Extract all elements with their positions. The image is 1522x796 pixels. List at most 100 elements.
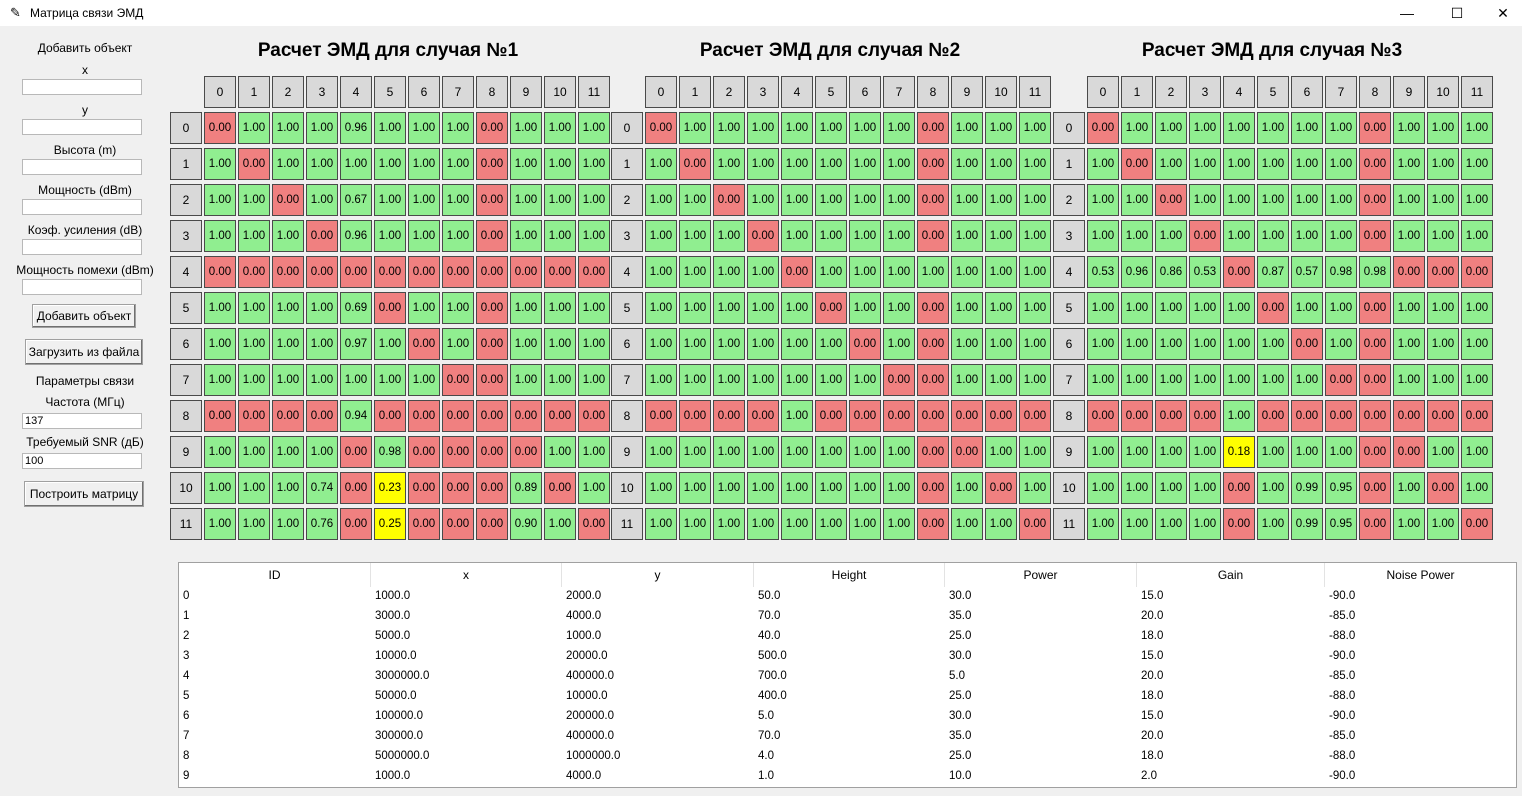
matrix-cell: 1.00: [1427, 184, 1459, 216]
table-cell: -85.0: [1329, 670, 1356, 682]
table-column-header[interactable]: Power: [945, 563, 1137, 587]
matrix-cell: 1.00: [374, 148, 406, 180]
matrix-cell: 0.00: [1427, 472, 1459, 504]
matrix-cell: 1.00: [578, 112, 610, 144]
x-label: x: [82, 63, 88, 77]
row-header: 5: [1053, 292, 1085, 324]
matrix-cell: 0.00: [476, 400, 508, 432]
matrix-cell: 1.00: [1427, 364, 1459, 396]
height-input[interactable]: [22, 159, 142, 175]
row-header: 2: [1053, 184, 1085, 216]
matrix-cell: 1.00: [272, 472, 304, 504]
table-cell: 5: [183, 690, 190, 702]
matrix-cell: 0.00: [713, 184, 745, 216]
snr-input[interactable]: [22, 453, 142, 469]
matrix-cell: 1.00: [815, 256, 847, 288]
table-column-header[interactable]: y: [562, 563, 754, 587]
matrix-cell: 1.00: [1155, 436, 1187, 468]
build-matrix-button[interactable]: Построить матрицу: [24, 481, 144, 507]
table-cell: 700.0: [758, 670, 787, 682]
column-header: 1: [1121, 76, 1153, 108]
close-button[interactable]: ✕: [1497, 4, 1509, 21]
matrix-cell: 1.00: [1189, 328, 1221, 360]
matrix-cell: 0.00: [578, 508, 610, 540]
row-header: 4: [170, 256, 202, 288]
matrix-cell: 1.00: [883, 148, 915, 180]
matrix-cell: 1.00: [1393, 184, 1425, 216]
column-header: 11: [1019, 76, 1051, 108]
matrix-cell: 1.00: [306, 112, 338, 144]
table-column-header[interactable]: x: [371, 563, 562, 587]
matrix-cell: 1.00: [1393, 508, 1425, 540]
matrix-cell: 1.00: [747, 148, 779, 180]
matrix-cell: 1.00: [645, 436, 677, 468]
matrix-cell: 1.00: [272, 328, 304, 360]
table-column-header[interactable]: Noise Power: [1325, 563, 1516, 587]
power-input[interactable]: [22, 199, 142, 215]
matrix-cell: 0.00: [1087, 400, 1119, 432]
table-column-header[interactable]: Height: [754, 563, 945, 587]
x-input[interactable]: [22, 79, 142, 95]
matrix-cell: 1.00: [815, 328, 847, 360]
table-cell: 25.0: [949, 750, 972, 762]
matrix-cell: 0.00: [374, 256, 406, 288]
matrix-cell: 0.97: [340, 328, 372, 360]
table-cell: 30.0: [949, 590, 972, 602]
height-label: Высота (m): [53, 143, 117, 157]
frequency-input[interactable]: [22, 413, 142, 429]
table-column-header[interactable]: Gain: [1137, 563, 1325, 587]
row-header: 3: [1053, 220, 1085, 252]
table-cell: 6: [183, 710, 190, 722]
table-column-header[interactable]: ID: [179, 563, 371, 587]
matrix-cell: 0.00: [849, 328, 881, 360]
objects-table[interactable]: ID x y Height Power Gain Noise Power 0 1000.0 20…: [178, 562, 1517, 788]
table-cell: 300000.0: [375, 730, 423, 742]
matrix-cell: 0.00: [476, 256, 508, 288]
load-from-file-button[interactable]: Загрузить из файла: [25, 339, 143, 365]
matrix-cell: 0.23: [374, 472, 406, 504]
matrix-cell: 1.00: [883, 184, 915, 216]
row-header: 8: [170, 400, 202, 432]
matrix-cell: 1.00: [1257, 508, 1289, 540]
matrix-cell: 0.00: [713, 400, 745, 432]
row-header: 2: [170, 184, 202, 216]
table-cell: 18.0: [1141, 630, 1164, 642]
y-input[interactable]: [22, 119, 142, 135]
column-header: 0: [1087, 76, 1119, 108]
matrix-cell: 1.00: [781, 220, 813, 252]
matrix-cell: 0.98: [1359, 256, 1391, 288]
matrix-cell: 0.89: [510, 472, 542, 504]
matrix-cell: 0.00: [1257, 292, 1289, 324]
table-cell: -90.0: [1329, 650, 1356, 662]
frequency-label: Частота (МГц): [45, 395, 125, 409]
row-header: 9: [611, 436, 643, 468]
matrix-cell: 1.00: [272, 508, 304, 540]
add-object-button[interactable]: Добавить объект: [32, 304, 136, 328]
matrix-cell: 1.00: [272, 436, 304, 468]
noise-input[interactable]: [22, 279, 142, 295]
minimize-button[interactable]: —: [1400, 5, 1414, 21]
row-header: 11: [611, 508, 643, 540]
column-header: 8: [476, 76, 508, 108]
table-cell: 35.0: [949, 610, 972, 622]
matrix-cell: 1.00: [544, 112, 576, 144]
matrix-cell: 1.00: [1087, 184, 1119, 216]
matrix-cell: 1.00: [1223, 184, 1255, 216]
matrix-cell: 1.00: [1189, 508, 1221, 540]
matrix-cell: 1.00: [951, 184, 983, 216]
add-object-heading: Добавить объект: [37, 41, 133, 55]
snr-label: Требуемый SNR (дБ): [26, 435, 144, 449]
matrix-cell: 1.00: [645, 184, 677, 216]
matrix-cell: 0.00: [442, 364, 474, 396]
matrix-cell: 1.00: [679, 472, 711, 504]
matrix-cell: 1.00: [713, 292, 745, 324]
matrix-cell: 0.00: [849, 400, 881, 432]
matrix-cell: 1.00: [985, 256, 1017, 288]
table-cell: -88.0: [1329, 690, 1356, 702]
table-cell: 30.0: [949, 650, 972, 662]
table-cell: -90.0: [1329, 710, 1356, 722]
maximize-button[interactable]: ☐: [1450, 4, 1464, 21]
matrix-cell: 1.00: [1257, 472, 1289, 504]
gain-input[interactable]: [22, 239, 142, 255]
matrix-cell: 1.00: [1155, 472, 1187, 504]
